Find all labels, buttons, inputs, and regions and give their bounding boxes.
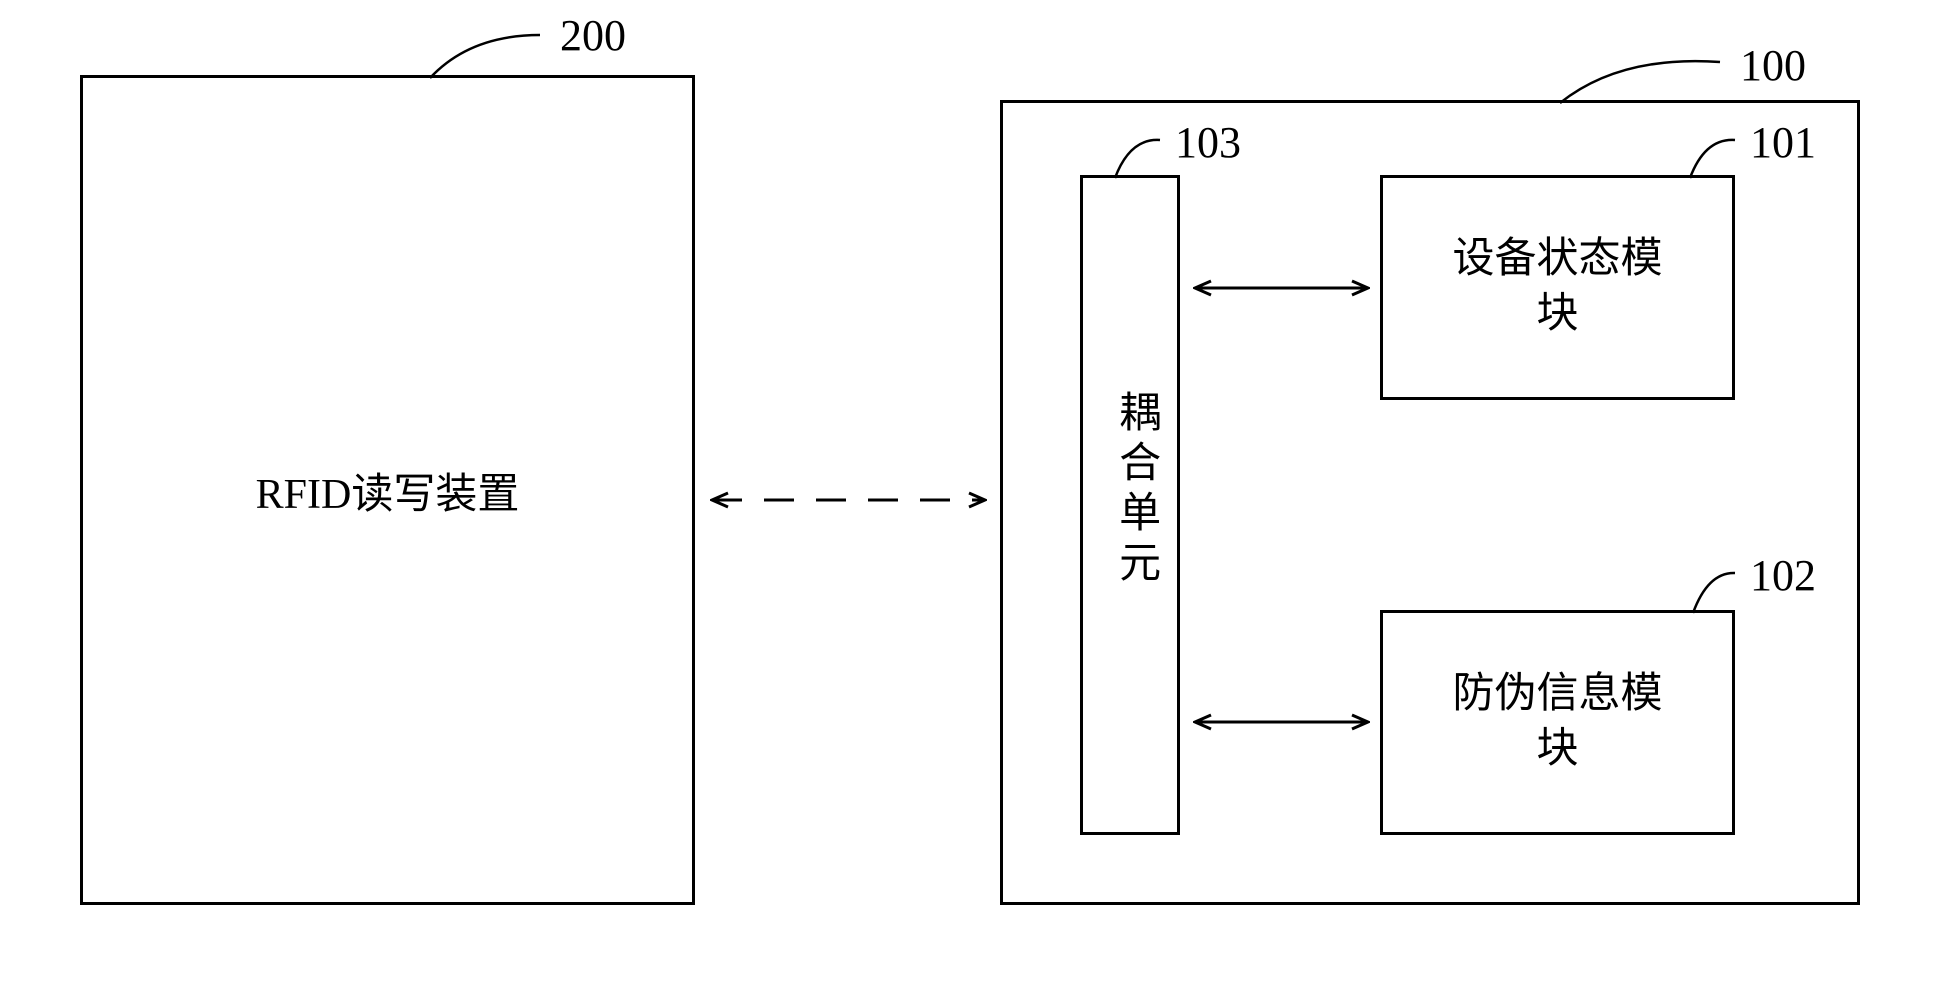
block-diagram: RFID读写装置 耦合单元 设备状态模块 设备状态模块 防伪信息模块 防伪信息模… xyxy=(0,0,1960,1002)
leader-101 xyxy=(1690,140,1735,178)
connectors-svg xyxy=(0,0,1960,1002)
leader-100 xyxy=(1560,61,1720,103)
leader-102 xyxy=(1693,573,1735,613)
leader-200 xyxy=(430,35,540,78)
leader-103 xyxy=(1115,140,1160,178)
